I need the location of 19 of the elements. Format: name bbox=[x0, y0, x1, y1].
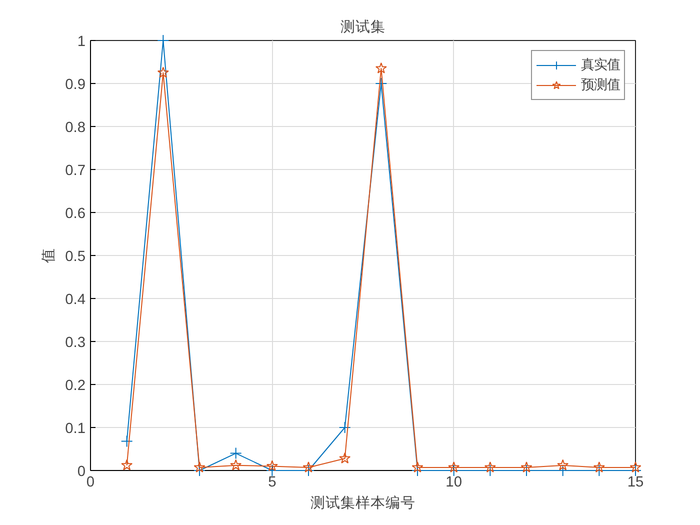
y-tick-label: 0.8 bbox=[65, 120, 86, 136]
y-tick-label: 0.7 bbox=[65, 163, 86, 179]
x-tick-label: 15 bbox=[627, 474, 644, 490]
y-tick-label: 0 bbox=[77, 464, 86, 480]
x-axis-title: 测试集样本编号 bbox=[310, 494, 416, 512]
y-tick-label: 0.3 bbox=[65, 335, 86, 351]
y-tick-label: 1 bbox=[77, 34, 86, 50]
y-tick-label: 0.9 bbox=[65, 77, 86, 93]
x-tick-label: 5 bbox=[268, 474, 276, 490]
legend-label: 预测值 bbox=[581, 77, 620, 94]
legend-label: 真实值 bbox=[581, 56, 620, 74]
chart-title: 测试集 bbox=[340, 18, 386, 36]
y-axis-title: 值 bbox=[40, 248, 58, 263]
y-tick-label: 0.1 bbox=[65, 421, 86, 437]
x-tick-label: 10 bbox=[446, 474, 462, 490]
y-tick-label: 0.5 bbox=[65, 249, 86, 265]
y-tick-label: 0.4 bbox=[65, 292, 86, 308]
y-tick-label: 0.2 bbox=[65, 378, 86, 394]
y-tick-label: 0.6 bbox=[65, 206, 86, 222]
